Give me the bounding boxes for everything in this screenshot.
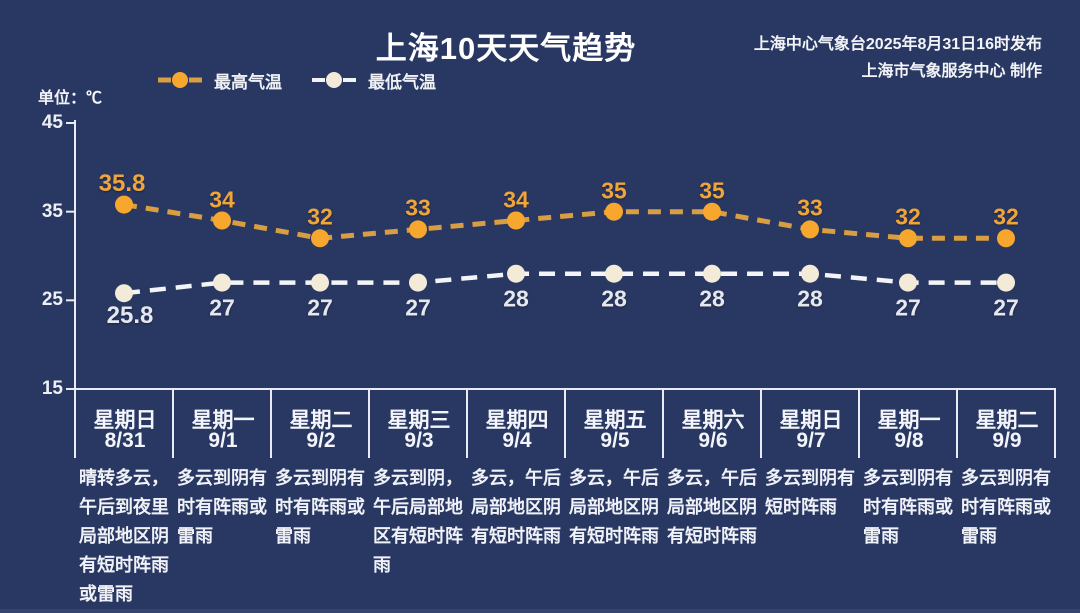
min-temp-value: 25.8 bbox=[106, 302, 154, 330]
day-weekday: 星期一 bbox=[877, 409, 941, 432]
min-temp-value: 28 bbox=[503, 285, 529, 312]
day-column: 星期四 9/4 多云，午后局部地区阴有短时阵雨 bbox=[468, 396, 566, 613]
day-date: 9/2 bbox=[306, 429, 336, 452]
min-temp-value: 27 bbox=[405, 294, 431, 321]
unit-label: 单位：℃ bbox=[38, 90, 103, 107]
day-column: 星期日 9/7 多云到阴有短时阵雨 bbox=[762, 396, 860, 613]
max-temp-value: 32 bbox=[993, 203, 1019, 230]
day-weather-description: 多云，午后局部地区阴有短时阵雨 bbox=[471, 468, 561, 546]
day-weather-description: 多云到阴有时有阵雨或雷雨 bbox=[863, 468, 953, 546]
day-weather-description: 多云到阴有时有阵雨或雷雨 bbox=[177, 468, 267, 546]
day-weather-description: 多云到阴，午后局部地区有短时阵雨 bbox=[373, 468, 463, 575]
day-weekday: 星期日 bbox=[779, 409, 843, 432]
publisher-line-2: 上海市气象服务中心 制作 bbox=[861, 63, 1042, 80]
day-weather-description: 多云到阴有短时阵雨 bbox=[765, 468, 855, 517]
day-date: 9/7 bbox=[796, 429, 826, 452]
max-temp-value: 33 bbox=[797, 194, 823, 221]
min-temp-value: 28 bbox=[797, 285, 823, 312]
day-date: 9/1 bbox=[208, 429, 238, 452]
day-date: 8/31 bbox=[104, 429, 146, 452]
max-temp-value: 34 bbox=[503, 186, 529, 213]
day-column: 星期六 9/6 多云，午后局部地区阴有短时阵雨 bbox=[664, 396, 762, 613]
max-temp-value: 35.8 bbox=[98, 169, 146, 197]
max-temp-value: 34 bbox=[209, 186, 235, 213]
day-date: 9/5 bbox=[600, 429, 630, 452]
day-weekday: 星期四 bbox=[485, 409, 549, 432]
day-weather-description: 多云到阴有时有阵雨或雷雨 bbox=[961, 468, 1051, 546]
y-tick-label: 35 bbox=[41, 200, 63, 222]
day-date: 9/9 bbox=[992, 429, 1022, 452]
min-temp-value: 27 bbox=[993, 294, 1019, 321]
day-column: 星期二 9/9 多云到阴有时有阵雨或雷雨 bbox=[958, 396, 1056, 613]
y-tick-label: 15 bbox=[41, 378, 63, 399]
day-column: 星期一 9/1 多云到阴有时有阵雨或雷雨 bbox=[174, 396, 272, 613]
day-weather-description: 晴转多云，午后到夜里局部地区阴有短时阵雨或雷雨 bbox=[79, 468, 169, 604]
max-temp-value: 35 bbox=[601, 177, 627, 204]
min-temp-legend-icon bbox=[312, 72, 356, 88]
day-weather-description: 多云，午后局部地区阴有短时阵雨 bbox=[667, 468, 757, 546]
day-column: 星期二 9/2 多云到阴有时有阵雨或雷雨 bbox=[272, 396, 370, 613]
day-weekday: 星期六 bbox=[681, 409, 745, 432]
min-temp-value: 27 bbox=[895, 294, 921, 321]
day-weekday: 星期二 bbox=[975, 409, 1039, 432]
publisher-line-1: 上海中心气象台2025年8月31日16时发布 bbox=[753, 36, 1042, 53]
day-weekday: 星期五 bbox=[583, 409, 647, 432]
day-column: 星期日 8/31 晴转多云，午后到夜里局部地区阴有短时阵雨或雷雨 bbox=[76, 396, 174, 613]
max-temp-value: 32 bbox=[895, 203, 921, 230]
publisher-info: 上海中心气象台2025年8月31日16时发布 上海市气象服务中心 制作 bbox=[754, 31, 1042, 85]
day-date: 9/3 bbox=[404, 429, 434, 452]
day-weekday: 星期日 bbox=[93, 409, 157, 432]
day-weather-description: 多云，午后局部地区阴有短时阵雨 bbox=[569, 468, 659, 546]
page-title: 上海10天天气趋势 bbox=[375, 31, 637, 66]
day-date: 9/8 bbox=[894, 429, 924, 452]
chart-legend: 最高气温 最低气温 bbox=[158, 69, 436, 92]
day-weather-description: 多云到阴有时有阵雨或雷雨 bbox=[275, 468, 365, 546]
max-temp-value: 35 bbox=[699, 177, 725, 204]
day-date: 9/4 bbox=[502, 429, 532, 452]
y-tick-label: 25 bbox=[41, 289, 63, 311]
day-weekday: 星期二 bbox=[289, 409, 353, 432]
min-temp-value: 28 bbox=[601, 285, 627, 312]
max-temp-value: 33 bbox=[405, 194, 431, 221]
day-column: 星期五 9/5 多云，午后局部地区阴有短时阵雨 bbox=[566, 396, 664, 613]
min-temp-value: 27 bbox=[307, 294, 333, 321]
day-date: 9/6 bbox=[698, 429, 728, 452]
min-temp-value: 28 bbox=[699, 285, 725, 312]
max-temp-legend-label: 最高气温 bbox=[214, 72, 282, 92]
max-temp-value: 32 bbox=[307, 203, 333, 230]
day-weekday: 星期一 bbox=[191, 409, 255, 432]
min-temp-value: 27 bbox=[209, 294, 235, 321]
day-weekday: 星期三 bbox=[387, 409, 451, 432]
day-column: 星期一 9/8 多云到阴有时有阵雨或雷雨 bbox=[860, 396, 958, 613]
day-column: 星期三 9/3 多云到阴，午后局部地区有短时阵雨 bbox=[370, 396, 468, 613]
y-tick-label: 45 bbox=[41, 111, 63, 133]
bottom-accent-strip bbox=[0, 609, 1080, 613]
max-temp-legend-icon bbox=[158, 72, 202, 88]
min-temp-legend-label: 最低气温 bbox=[368, 72, 436, 92]
